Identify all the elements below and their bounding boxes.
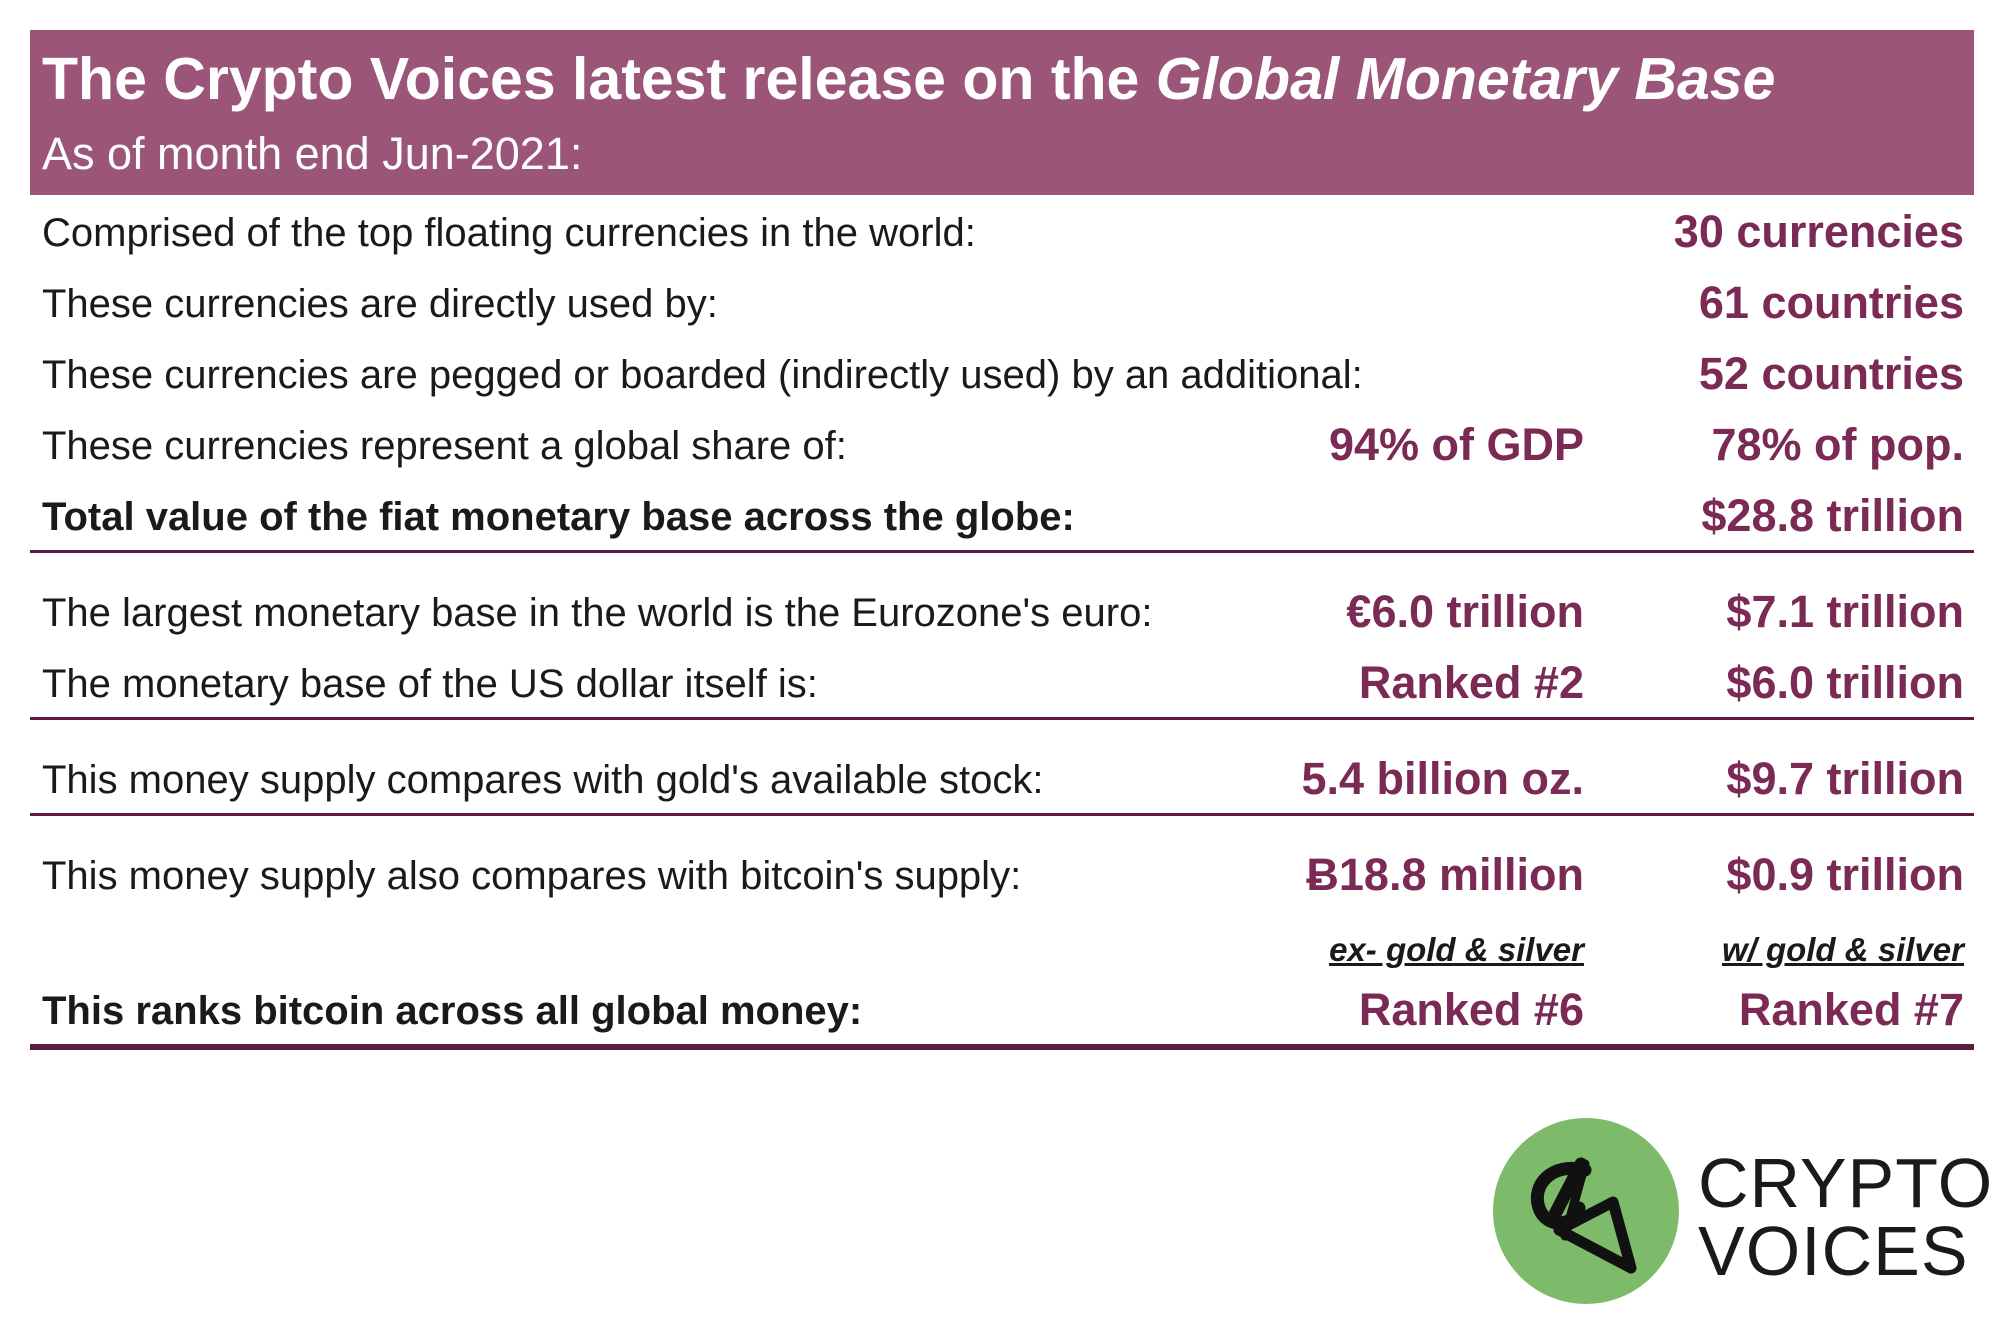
crypto-voices-logo: CRYPTO VOICES bbox=[1493, 1118, 1992, 1308]
report-header: The Crypto Voices latest release on the … bbox=[30, 30, 1974, 195]
stat-row-global-share: These currencies represent a global shar… bbox=[30, 408, 1974, 479]
stat-row-bitcoin: This money supply also compares with bit… bbox=[30, 838, 1974, 909]
stat-value-rank: Ranked #2 bbox=[1358, 657, 1584, 708]
stat-row-currencies: Comprised of the top floating currencies… bbox=[30, 195, 1974, 266]
stat-row-pegged-countries: These currencies are pegged or boarded (… bbox=[30, 337, 1974, 408]
stat-label: The largest monetary base in the world i… bbox=[42, 591, 1153, 635]
microphone-icon bbox=[1530, 1157, 1637, 1274]
subhead-with-gold-silver: w/ gold & silver bbox=[1721, 931, 1964, 968]
stat-label: These currencies are directly used by: bbox=[42, 282, 718, 326]
stat-value: $28.8 trillion bbox=[1701, 490, 1964, 541]
stat-label: Total value of the fiat monetary base ac… bbox=[42, 495, 1075, 539]
stat-value-oz: 5.4 billion oz. bbox=[1301, 753, 1584, 804]
footer-divider bbox=[30, 1044, 1974, 1050]
stat-value-rank-ex: Ranked #6 bbox=[1358, 984, 1584, 1035]
title-italic: Global Monetary Base bbox=[1155, 46, 1776, 112]
stat-row-bitcoin-rank: This ranks bitcoin across all global mon… bbox=[30, 973, 1974, 1044]
subhead-ex-gold-silver: ex- gold & silver bbox=[1329, 931, 1584, 968]
logo-text-voices: VOICES bbox=[1698, 1212, 1969, 1290]
stat-row-gold: This money supply compares with gold's a… bbox=[30, 742, 1974, 813]
stat-label: This money supply compares with gold's a… bbox=[42, 758, 1044, 802]
stat-label: This money supply also compares with bit… bbox=[42, 854, 1022, 898]
stat-label: Comprised of the top floating currencies… bbox=[42, 211, 976, 255]
stat-value-btc: Ƀ18.8 million bbox=[1306, 849, 1584, 900]
monetary-base-report: The Crypto Voices latest release on the … bbox=[30, 30, 1974, 1050]
stat-row-euro: The largest monetary base in the world i… bbox=[30, 575, 1974, 646]
stat-value-usd: $6.0 trillion bbox=[1726, 657, 1964, 708]
section-divider bbox=[30, 550, 1974, 553]
stat-value-pop: 78% of pop. bbox=[1711, 419, 1964, 470]
stat-label: The monetary base of the US dollar itsel… bbox=[42, 662, 818, 706]
stat-value-usd: $7.1 trillion bbox=[1726, 586, 1964, 637]
report-subtitle: As of month end Jun-2021: bbox=[42, 128, 583, 179]
rank-subheads: ex- gold & silver w/ gold & silver bbox=[30, 909, 1974, 973]
logo-text-crypto: CRYPTO bbox=[1698, 1144, 1994, 1222]
stat-label: This ranks bitcoin across all global mon… bbox=[42, 989, 863, 1033]
stat-value: 61 countries bbox=[1698, 277, 1964, 328]
stat-label: These currencies represent a global shar… bbox=[42, 424, 847, 468]
stat-value-local: €6.0 trillion bbox=[1346, 586, 1584, 637]
stat-value-rank-with: Ranked #7 bbox=[1738, 984, 1964, 1035]
stat-value: 52 countries bbox=[1698, 348, 1964, 399]
stat-value-gdp: 94% of GDP bbox=[1328, 419, 1584, 470]
stat-value-usd: $9.7 trillion bbox=[1726, 753, 1964, 804]
stat-row-us-dollar: The monetary base of the US dollar itsel… bbox=[30, 646, 1974, 717]
stat-row-total-value: Total value of the fiat monetary base ac… bbox=[30, 479, 1974, 550]
section-divider bbox=[30, 813, 1974, 816]
report-title: The Crypto Voices latest release on the … bbox=[42, 46, 1776, 112]
section-divider bbox=[30, 717, 1974, 720]
stat-value-usd: $0.9 trillion bbox=[1726, 849, 1964, 900]
stat-row-direct-countries: These currencies are directly used by: 6… bbox=[30, 266, 1974, 337]
stat-value: 30 currencies bbox=[1673, 206, 1964, 257]
stat-label: These currencies are pegged or boarded (… bbox=[42, 353, 1363, 397]
